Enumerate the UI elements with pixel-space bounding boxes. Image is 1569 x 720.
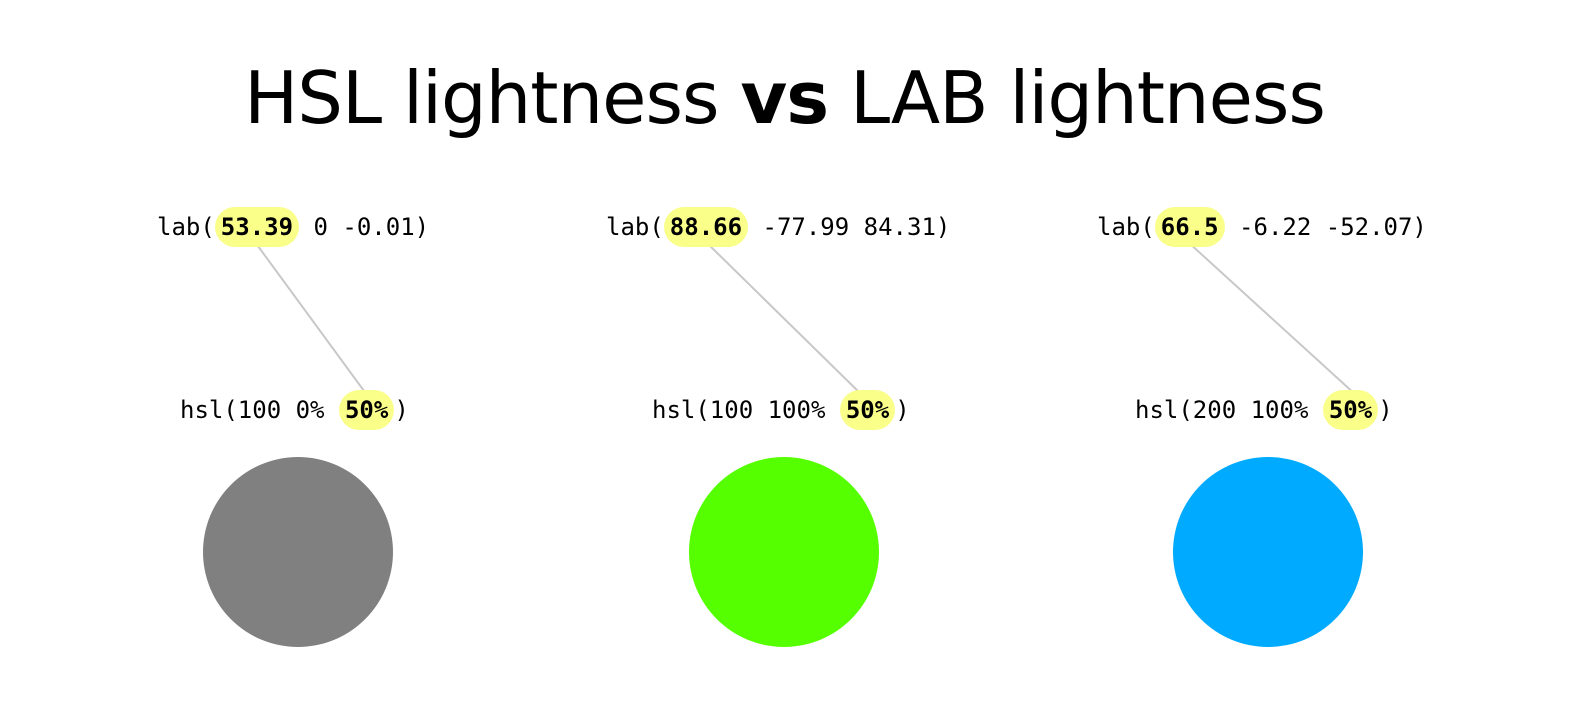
hsl-value-blue: hsl(200 100% 50%) [1135, 390, 1393, 430]
lab-lightness-highlight: 88.66 [663, 207, 749, 247]
page-title: HSL lightness vs LAB lightness [0, 48, 1569, 148]
lab-value-green: lab(88.66 -77.99 84.31) [606, 207, 950, 247]
hsl-suffix: ) [895, 396, 910, 424]
hsl-lightness-highlight: 50% [839, 390, 896, 430]
lab-lightness-highlight: 66.5 [1154, 207, 1225, 247]
hsl-prefix: hsl(100 100% [652, 396, 840, 424]
title-vs: vs [740, 56, 829, 140]
connector-line-green [705, 241, 863, 396]
connector-line-gray [254, 241, 368, 396]
connector-line-blue [1187, 241, 1357, 396]
lab-prefix: lab( [606, 213, 664, 241]
lab-prefix: lab( [157, 213, 215, 241]
hsl-lightness-highlight: 50% [1322, 390, 1379, 430]
lab-prefix: lab( [1097, 213, 1155, 241]
hsl-lightness-highlight: 50% [338, 390, 395, 430]
lab-lightness-highlight: 53.39 [214, 207, 300, 247]
color-swatch-blue [1173, 457, 1363, 647]
hsl-value-green: hsl(100 100% 50%) [652, 390, 910, 430]
hsl-value-gray: hsl(100 0% 50%) [180, 390, 409, 430]
hsl-suffix: ) [394, 396, 409, 424]
lab-rest: -6.22 -52.07) [1224, 213, 1427, 241]
hsl-prefix: hsl(100 0% [180, 396, 339, 424]
lab-value-gray: lab(53.39 0 -0.01) [157, 207, 429, 247]
title-part-hsl: HSL lightness [244, 56, 741, 140]
lab-value-blue: lab(66.5 -6.22 -52.07) [1097, 207, 1427, 247]
color-swatch-green [689, 457, 879, 647]
color-swatch-gray [203, 457, 393, 647]
lab-rest: -77.99 84.31) [748, 213, 951, 241]
hsl-suffix: ) [1378, 396, 1393, 424]
hsl-prefix: hsl(200 100% [1135, 396, 1323, 424]
title-part-lab: LAB lightness [828, 56, 1326, 140]
lab-rest: 0 -0.01) [299, 213, 430, 241]
